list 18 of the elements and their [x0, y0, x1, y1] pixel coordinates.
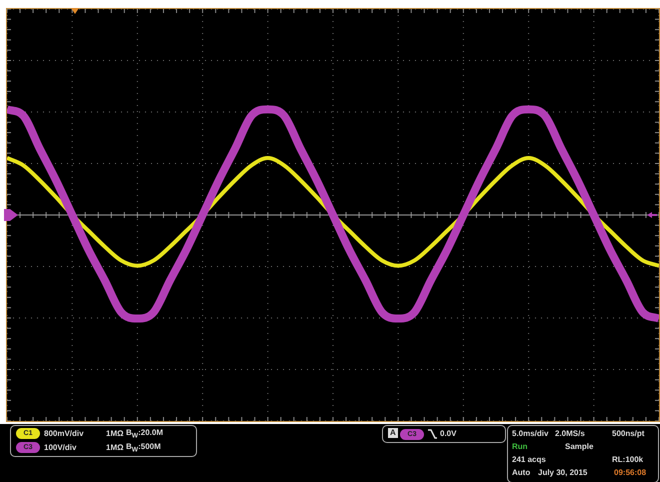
text: 5.0ms/div [512, 429, 548, 439]
text: A [388, 428, 398, 438]
text: RL:100k [612, 455, 644, 465]
text: 1MΩ [106, 443, 124, 453]
text: B$_{W}$:500M [126, 442, 161, 456]
text: 1MΩ [106, 429, 124, 439]
text: July 30, 2015 [538, 468, 588, 478]
text: 800mV/div [44, 429, 84, 439]
text: 500ns/pt [612, 429, 644, 439]
text: B$_{W}$:20.0M [126, 428, 163, 442]
text: Auto [512, 468, 530, 478]
text: Sample [565, 442, 594, 452]
text: 09:56:08 [614, 468, 646, 478]
text: 100V/div [44, 443, 76, 453]
text: Run [512, 442, 528, 452]
text: 2.0MS/s [555, 429, 585, 439]
text: 0.0V [440, 429, 456, 439]
text: 241 acqs [512, 455, 546, 465]
